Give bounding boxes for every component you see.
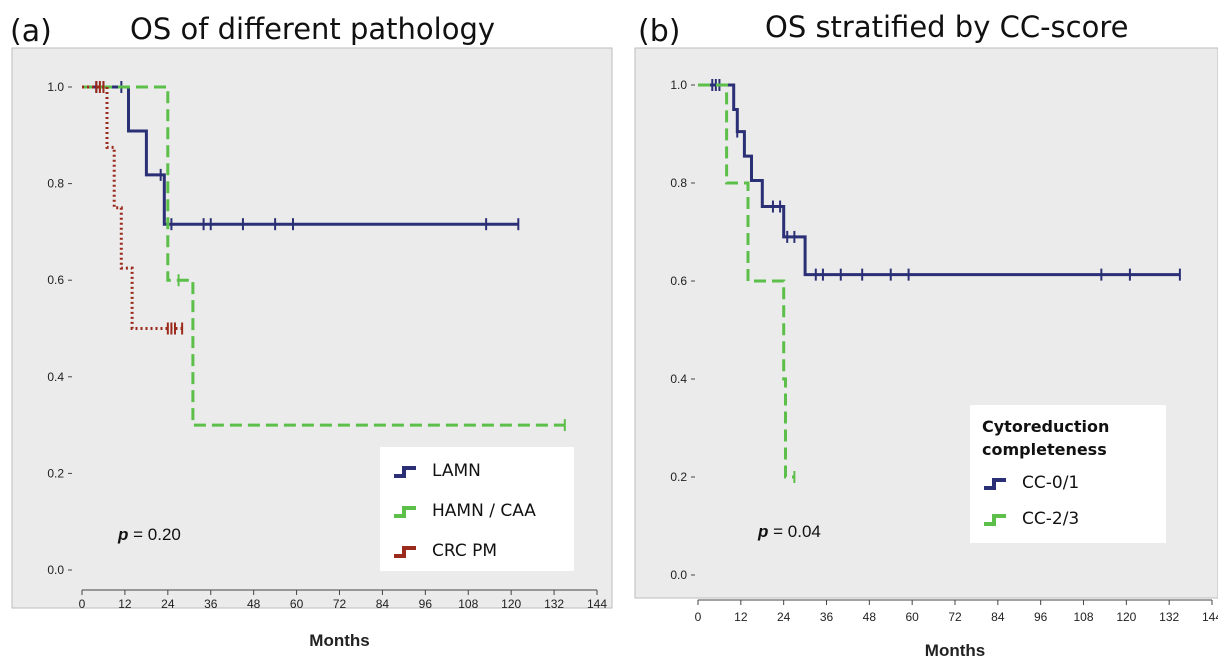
legend-entry-label: HAMN / CAA — [432, 501, 536, 521]
y-tick-label: 1.0 — [47, 80, 64, 94]
series-line-0 — [82, 85, 519, 226]
p-value-text: p = 0.04 — [757, 522, 821, 541]
x-tick-label: 0 — [79, 597, 86, 611]
panel-a-label: (a) — [10, 14, 52, 49]
y-tick-label: 0.6 — [670, 274, 687, 288]
p-value-text: p = 0.20 — [117, 525, 181, 544]
panel-b-title: OS stratified by CC-score — [765, 10, 1129, 44]
legend-box — [970, 405, 1166, 543]
y-tick-label: 0.4 — [47, 370, 64, 384]
x-tick-label: 108 — [1073, 610, 1093, 624]
y-tick-label: 0.4 — [670, 372, 687, 386]
x-tick-label: 120 — [501, 597, 521, 611]
x-tick-label: 36 — [820, 610, 834, 624]
x-tick-label: 120 — [1116, 610, 1136, 624]
y-tick-label: 0.6 — [47, 273, 64, 287]
x-tick-label: 96 — [1034, 610, 1048, 624]
x-tick-label: 36 — [204, 597, 218, 611]
x-tick-label: 60 — [290, 597, 304, 611]
panel-b-label: (b) — [638, 14, 681, 49]
x-tick-label: 72 — [333, 597, 347, 611]
y-tick-label: 0.0 — [670, 568, 687, 582]
x-tick-label: 108 — [458, 597, 478, 611]
series-line-2 — [82, 85, 183, 330]
x-tick-label: 60 — [905, 610, 919, 624]
x-tick-label: 0 — [695, 610, 702, 624]
x-tick-label: 132 — [544, 597, 564, 611]
chart-panel-b: 0.0 0.2 0.4 0.6 0.8 1.0 0 12 24 36 48 60 72 84 96 108 12… — [634, 47, 1218, 658]
x-tick-label: 48 — [863, 610, 877, 624]
series-line-1 — [698, 83, 795, 479]
y-tick-label: 1.0 — [670, 78, 687, 92]
legend: LAMN HAMN / CAA CRC PM — [380, 447, 574, 571]
legend-entry-label: CC-0/1 — [1022, 473, 1079, 493]
x-tick-label: 96 — [419, 597, 433, 611]
x-tick-label: 12 — [118, 597, 132, 611]
x-tick-label: 12 — [734, 610, 748, 624]
legend-title-line: Cytoreduction — [982, 417, 1109, 436]
chart-panel-a: 0.0 0.2 0.4 0.6 0.8 1.0 0 12 24 36 48 60 72 84 96 108 12… — [11, 47, 613, 650]
panel-a-title: OS of different pathology — [130, 12, 496, 46]
legend-entry-label: CC-2/3 — [1022, 509, 1079, 529]
legend-step-icon — [984, 514, 1006, 526]
x-tick-label: 144 — [587, 597, 607, 611]
legend-step-icon — [984, 478, 1006, 490]
legend-step-icon — [394, 506, 416, 518]
x-tick-label: 48 — [247, 597, 261, 611]
x-tick-label: 84 — [991, 610, 1005, 624]
y-tick-label: 0.0 — [47, 563, 64, 577]
y-tick-label: 0.2 — [670, 470, 687, 484]
legend-entry-label: CRC PM — [432, 541, 497, 561]
x-tick-label: 144 — [1202, 610, 1218, 624]
legend-entry-label: LAMN — [432, 461, 481, 481]
x-axis-label: Months — [309, 631, 369, 650]
series-line-1 — [82, 85, 565, 427]
legend-title-line: completeness — [982, 440, 1107, 459]
x-tick-label: 84 — [376, 597, 390, 611]
y-tick-label: 0.8 — [47, 177, 64, 191]
x-tick-label: 24 — [161, 597, 175, 611]
legend-step-icon — [394, 546, 416, 558]
legend-step-icon — [394, 466, 416, 478]
y-tick-label: 0.8 — [670, 176, 687, 190]
legend: Cytoreduction completeness CC-0/1 CC-2/3 — [970, 405, 1166, 543]
y-tick-label: 0.2 — [47, 466, 64, 480]
x-axis-label: Months — [925, 641, 985, 658]
x-tick-label: 24 — [777, 610, 791, 624]
x-tick-label: 72 — [948, 610, 962, 624]
x-tick-label: 132 — [1159, 610, 1179, 624]
